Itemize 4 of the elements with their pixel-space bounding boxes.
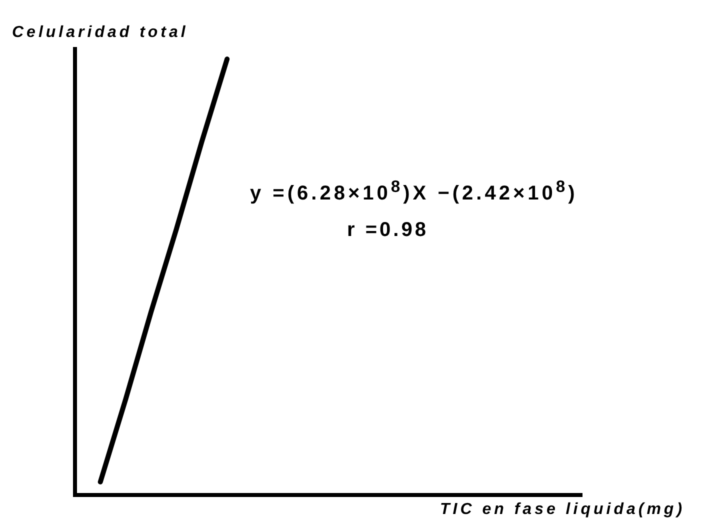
y-axis-title: Celularidad total <box>12 24 188 42</box>
annotation: y =(6.28×10$^{8}$)X −(2.42×10$^{8}$) <box>250 177 578 206</box>
x-axis-title: TIC en fase liquida(mg) <box>440 501 686 519</box>
annotation: r =0.98 <box>347 219 428 242</box>
